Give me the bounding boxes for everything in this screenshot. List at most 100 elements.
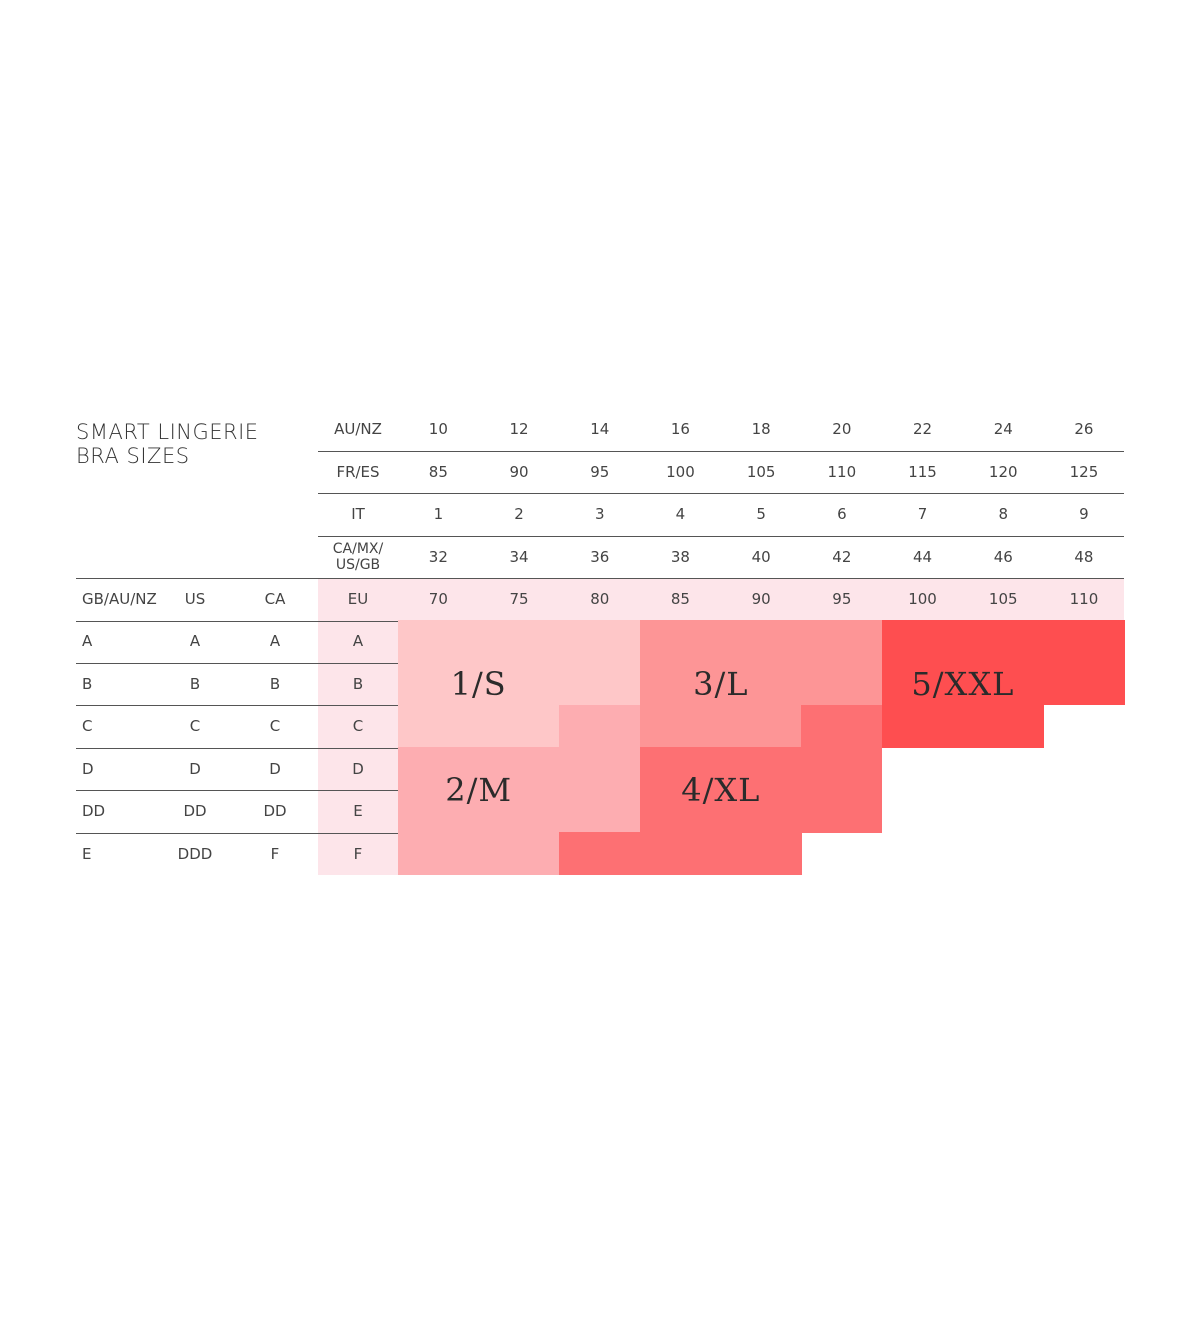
band-value: 7: [917, 505, 928, 524]
size-cell-2-m: [478, 789, 560, 833]
band-value: 44: [912, 547, 933, 566]
size-label-5-xxl: 5/XXL: [911, 664, 1015, 703]
size-label-2-m: 2/M: [445, 771, 513, 809]
size-cell-3-l: [720, 662, 802, 706]
size-cell-5-xxl: [1043, 662, 1125, 706]
size-cell-3-l: [639, 704, 722, 748]
size-cell-3-l: [720, 619, 802, 663]
size-cell-2-m: [478, 747, 560, 791]
eu-value: 70: [428, 590, 448, 609]
size-cell-2-m: [559, 747, 641, 791]
size-cell-1-s: [397, 662, 479, 706]
cup-size-cell: A: [269, 632, 281, 651]
row-divider: [76, 747, 398, 749]
band-value: 5: [756, 505, 766, 524]
cup-size-cell: DD: [183, 802, 207, 821]
band-value: 46: [993, 547, 1013, 566]
title-line-1: SMART LINGERIE: [76, 420, 259, 444]
size-label-3-l: 3/L: [693, 664, 749, 703]
size-cell-2-m: [397, 832, 479, 876]
band-row-label: CA/MX/US/GB: [318, 536, 398, 579]
size-cell-2-m: [397, 789, 479, 833]
row-divider: [76, 578, 318, 579]
size-cell-1-s: [559, 619, 641, 663]
band-value: 12: [509, 420, 529, 439]
size-cell-1-s: [397, 619, 479, 663]
size-cell-4-xl: [639, 789, 722, 833]
size-cell-5-xxl: [1043, 619, 1125, 663]
band-value: 20: [832, 420, 852, 439]
band-value: 6: [837, 505, 847, 524]
band-value: 3: [594, 505, 605, 524]
eu-row-background: [318, 578, 1125, 621]
size-cell-4-xl: [801, 747, 883, 791]
cup-size-cell: C: [189, 717, 201, 736]
band-value: 110: [827, 462, 857, 481]
size-cell-4-xl: [720, 832, 802, 876]
cup-size-cell: D: [189, 759, 201, 778]
band-value: 10: [428, 420, 448, 439]
cup-size-cell: C: [82, 717, 93, 736]
cup-size-cell: A: [82, 632, 93, 651]
band-row-label-line: US/GB: [335, 556, 381, 573]
band-value: 36: [590, 547, 610, 566]
row-divider: [318, 493, 1125, 494]
eu-row-header: CA: [264, 590, 286, 609]
size-label-1-s: 1/S: [450, 664, 507, 703]
eu-value: 75: [509, 590, 529, 609]
size-cell-3-l: [639, 619, 722, 663]
size-cell-5-xxl: [962, 619, 1044, 663]
band-value: 100: [666, 462, 695, 481]
band-row-label: FR/ES: [336, 462, 380, 481]
band-value: 4: [675, 505, 686, 524]
eu-value: 90: [751, 590, 771, 609]
band-value: 95: [590, 462, 610, 481]
band-row-label-line: CA/MX/: [332, 540, 384, 557]
size-cell-2-m: [478, 832, 560, 876]
row-divider: [76, 832, 398, 834]
row-divider: [76, 620, 398, 622]
band-value: 125: [1069, 462, 1099, 481]
band-row-label: IT: [351, 505, 365, 524]
size-cell-4-xl: [639, 747, 722, 791]
band-value: 14: [590, 420, 610, 439]
eu-value: 95: [832, 590, 852, 609]
size-cell-3-l: [801, 619, 883, 663]
eu-value: 110: [1069, 590, 1099, 609]
size-cell-1-s: [478, 704, 560, 748]
eu-value: 100: [908, 590, 937, 609]
size-cell-4-xl: [801, 704, 883, 748]
size-cell-5-xxl: [881, 619, 964, 663]
cup-size-cell: A: [352, 632, 364, 651]
band-value: 22: [912, 420, 933, 439]
size-cell-4-xl: [801, 789, 883, 833]
band-value: 42: [832, 547, 852, 566]
cup-size-cell: B: [269, 674, 281, 693]
cup-size-cell: C: [269, 717, 281, 736]
size-cell-3-l: [720, 704, 802, 748]
cup-size-cell: B: [82, 674, 93, 693]
cup-size-cell: C: [352, 717, 364, 736]
row-divider: [76, 662, 398, 664]
cup-size-cell: D: [352, 759, 364, 778]
cup-size-cell: DD: [82, 802, 106, 821]
band-value: 34: [509, 547, 529, 566]
eu-value: 105: [988, 590, 1018, 609]
size-cell-3-l: [801, 662, 883, 706]
eu-value: 85: [670, 590, 690, 609]
size-cell-4-xl: [720, 747, 802, 791]
row-divider: [318, 578, 1125, 579]
band-value: 2: [514, 505, 524, 524]
size-cell-2-m: [397, 747, 479, 791]
band-value: 16: [670, 420, 690, 439]
size-cell-4-xl: [639, 832, 722, 876]
size-cell-2-m: [559, 704, 641, 748]
row-divider: [76, 705, 398, 706]
row-divider: [318, 450, 1125, 452]
size-cell-1-s: [478, 619, 560, 663]
band-value: 1: [433, 505, 444, 524]
chart-title: SMART LINGERIE BRA SIZES: [76, 420, 259, 468]
size-label-4-xl: 4/XL: [681, 771, 761, 809]
cup-size-cell: B: [189, 674, 201, 693]
eu-value: 80: [590, 590, 610, 609]
